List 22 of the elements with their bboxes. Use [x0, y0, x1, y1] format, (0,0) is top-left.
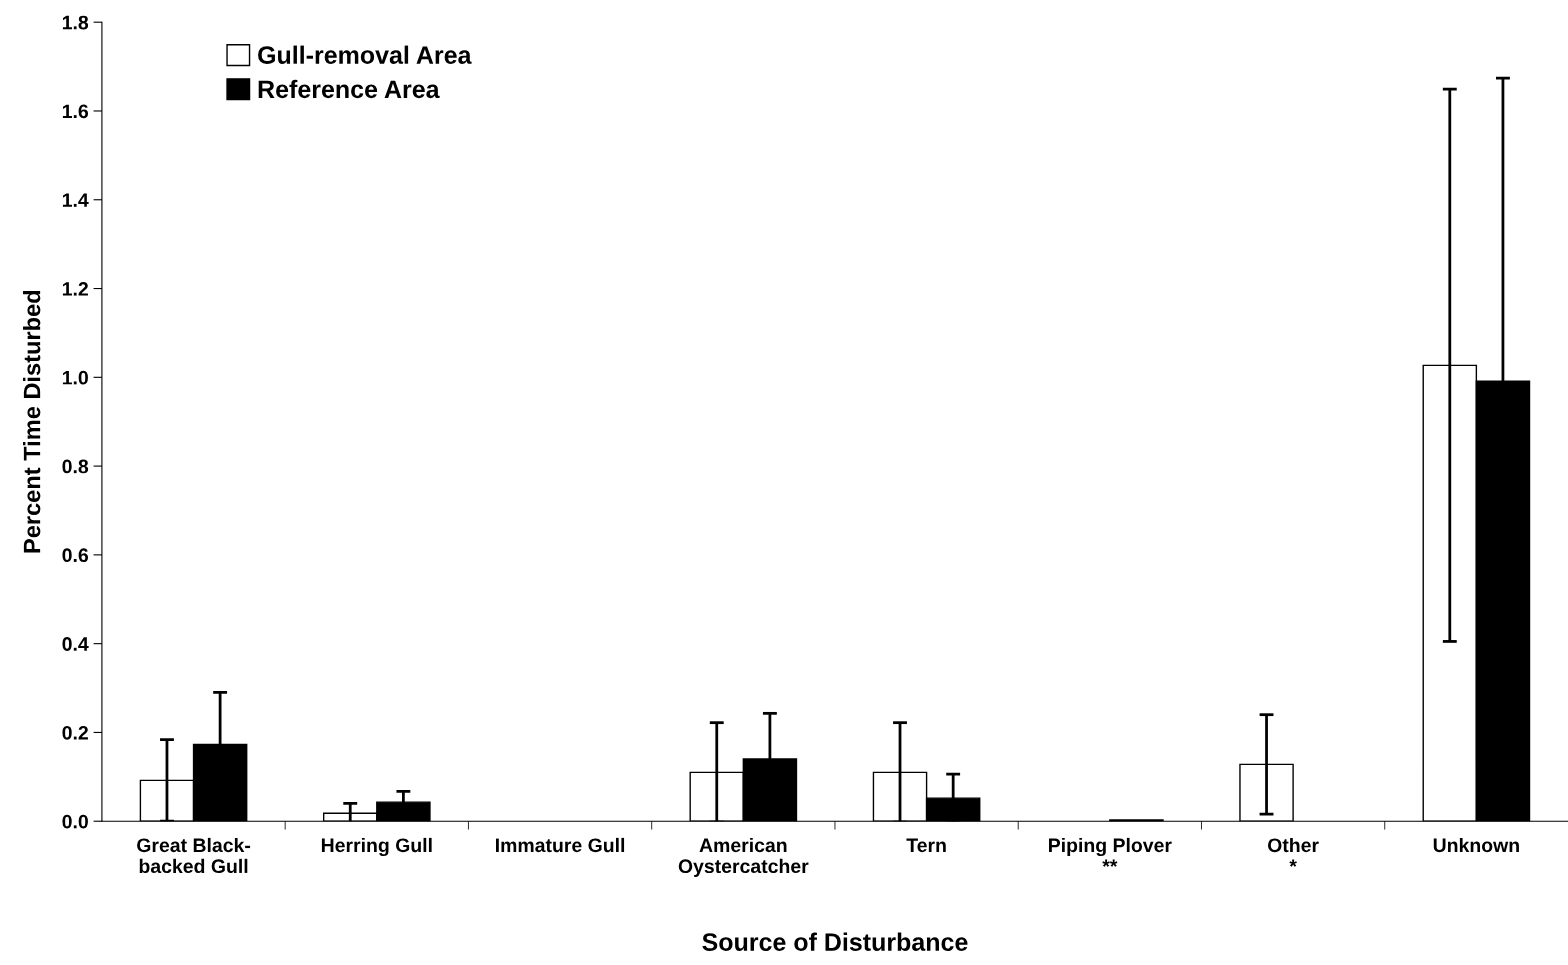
legend-label: Gull-removal Area — [258, 45, 472, 64]
x-tick-label: Tern — [906, 838, 946, 853]
x-tick-label: American Oystercatcher — [678, 837, 809, 877]
y-tick-label: 1.4 — [62, 193, 89, 207]
x-tick-label: Piping Plover ** — [1049, 837, 1172, 867]
y-tick-label: 1.2 — [62, 282, 88, 296]
y-tick-label: 0.6 — [62, 548, 89, 563]
x-axis-title: Source of Disturbance — [702, 932, 968, 951]
y-axis-title: Percent Time Disturbed — [23, 290, 41, 553]
x-tick-label: Other * — [1267, 837, 1319, 867]
x-tick-label: Herring Gull — [321, 837, 432, 857]
legend-label: Reference Area — [258, 79, 440, 99]
y-tick-label: 1.0 — [62, 370, 88, 385]
x-tick-label: Great Black- backed Gull — [137, 837, 251, 874]
y-tick-label: 1.6 — [62, 104, 89, 119]
y-tick-label: 0.8 — [62, 459, 89, 474]
x-tick-label: Unknown — [1433, 837, 1519, 853]
y-tick-label: 0.2 — [62, 725, 88, 740]
y-tick-label: 0.0 — [62, 814, 88, 829]
x-tick-label: Immature Gull — [496, 837, 625, 853]
y-tick-label: 0.4 — [62, 637, 89, 651]
y-tick-label: 1.8 — [62, 15, 89, 30]
